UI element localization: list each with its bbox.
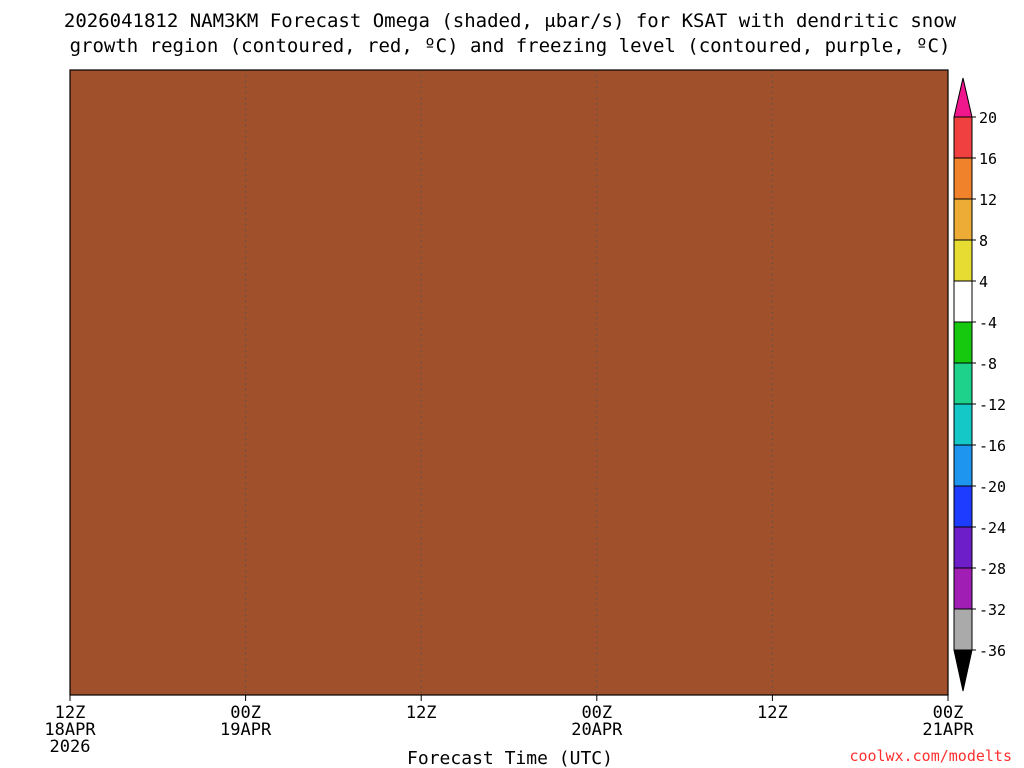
colorbar-tick-label-2: 12	[979, 191, 997, 209]
chart-title-line-1: 2026041812 NAM3KM Forecast Omega (shaded…	[64, 10, 957, 32]
plot-area: -18-18-18-12-12-12000	[70, 70, 948, 695]
colorbar-tick-label-5: -4	[979, 314, 997, 332]
source-credit: coolwx.com/modelts	[849, 747, 1012, 765]
colorbar-tick-label-0: 20	[979, 109, 997, 127]
colorbar-tick-label-9: -20	[979, 478, 1006, 496]
colorbar-band-5	[953, 280, 973, 323]
colorbar-band-11	[953, 526, 973, 569]
colorbar: 20 16 12 8 4 -4 -8 -12 -16 -20 -24 -28 -32 -36	[953, 77, 1006, 692]
x-tick-label-36-1: 00Z	[581, 703, 612, 723]
x-tick-label-0-1: 12Z	[55, 703, 86, 723]
x-tick-label-48-1: 12Z	[757, 703, 788, 723]
colorbar-tick-label-7: -12	[979, 396, 1006, 414]
colorbar-band-10	[953, 485, 973, 528]
ground-layer	[70, 70, 948, 695]
colorbar-tick-label-4: 4	[979, 273, 988, 291]
plot-frame	[69, 69, 949, 696]
colorbar-tick-label-3: 8	[979, 232, 988, 250]
colorbar-tick-label-13: -36	[979, 642, 1006, 660]
x-tick-label-0-2: 18APR	[44, 720, 96, 740]
ground-surface	[70, 70, 948, 695]
colorbar-band-8	[953, 403, 973, 446]
chart-title-line-2: growth region (contoured, red, ºC) and f…	[70, 35, 951, 57]
colorbar-tick-label-10: -24	[979, 519, 1006, 537]
colorbar-band-12	[953, 567, 973, 610]
colorbar-bottom-arrow	[953, 649, 973, 692]
x-tick-label-60-1: 00Z	[933, 703, 964, 723]
colorbar-tick-label-11: -28	[979, 560, 1006, 578]
x-tick-label-12-2: 19APR	[220, 720, 272, 740]
x-tick-label-0-3: 2026	[50, 737, 91, 757]
colorbar-tick-label-1: 16	[979, 150, 997, 168]
x-tick-label-24-1: 12Z	[406, 703, 437, 723]
x-tick-label-60-2: 21APR	[922, 720, 974, 740]
colorbar-band-1	[953, 116, 973, 159]
colorbar-tick-label-12: -32	[979, 601, 1006, 619]
colorbar-band-13	[953, 608, 973, 651]
colorbar-tick-label-8: -16	[979, 437, 1006, 455]
colorbar-band-3	[953, 198, 973, 241]
colorbar-tick-label-6: -8	[979, 355, 997, 373]
colorbar-band-6	[953, 321, 973, 364]
colorbar-band-9	[953, 444, 973, 487]
colorbar-top-arrow	[953, 77, 973, 118]
x-tick-label-12-1: 00Z	[230, 703, 261, 723]
x-axis-label: Forecast Time (UTC)	[407, 748, 613, 768]
colorbar-band-4	[953, 239, 973, 282]
x-tick-label-36-2: 20APR	[571, 720, 623, 740]
colorbar-band-2	[953, 157, 973, 200]
colorbar-band-7	[953, 362, 973, 405]
